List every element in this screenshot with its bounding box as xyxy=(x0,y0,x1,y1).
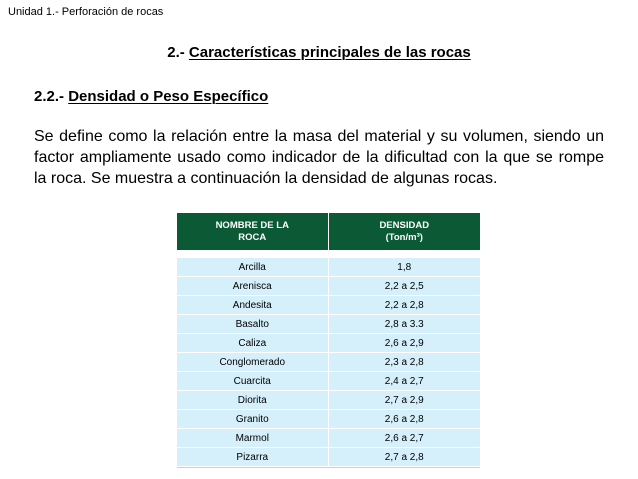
rock-name-cell: Basalto xyxy=(177,314,329,334)
subsection-title-text: Densidad o Peso Específico xyxy=(68,88,269,105)
table-row: Granito 2,6 a 2,8 xyxy=(177,409,480,429)
rock-name-cell: Conglomerado xyxy=(177,352,329,372)
density-table-container: NOMBRE DE LA ROCA DENSIDAD (Ton/m³) Arci… xyxy=(177,213,480,468)
density-cell: 2,6 a 2,8 xyxy=(328,409,480,429)
subsection-number: 2.2.- xyxy=(34,88,69,105)
rock-name-cell: Arcilla xyxy=(177,258,329,277)
section-title: 2.- Características principales de las r… xyxy=(0,44,638,62)
table-spacer-cell xyxy=(177,250,480,258)
density-cell: 2,8 a 3.3 xyxy=(328,314,480,334)
density-table: NOMBRE DE LA ROCA DENSIDAD (Ton/m³) Arci… xyxy=(177,213,480,467)
table-row: Arenisca 2,2 a 2,5 xyxy=(177,276,480,296)
rock-name-cell: Diorita xyxy=(177,390,329,410)
column-header-density-line2: (Ton/m³) xyxy=(385,231,423,243)
rock-name-cell: Andesita xyxy=(177,295,329,315)
rock-name-cell: Marmol xyxy=(177,428,329,448)
subsection-title: 2.2.- Densidad o Peso Específico xyxy=(34,88,268,106)
table-row: Diorita 2,7 a 2,9 xyxy=(177,390,480,410)
table-row: Cuarcita 2,4 a 2,7 xyxy=(177,371,480,391)
table-row: Caliza 2,6 a 2,9 xyxy=(177,333,480,353)
column-header-density: DENSIDAD (Ton/m³) xyxy=(328,213,480,250)
density-cell: 1,8 xyxy=(328,258,480,277)
density-cell: 2,7 a 2,9 xyxy=(328,390,480,410)
table-row: Pizarra 2,7 a 2,8 xyxy=(177,447,480,467)
density-cell: 2,6 a 2,9 xyxy=(328,333,480,353)
density-cell: 2,7 a 2,8 xyxy=(328,447,480,467)
column-header-density-line1: DENSIDAD xyxy=(379,219,430,231)
density-cell: 2,4 a 2,7 xyxy=(328,371,480,391)
body-paragraph: Se define como la relación entre la masa… xyxy=(34,128,604,187)
rock-name-cell: Caliza xyxy=(177,333,329,353)
table-row: Basalto 2,8 a 3.3 xyxy=(177,314,480,334)
rock-name-cell: Arenisca xyxy=(177,276,329,296)
density-cell: 2,3 a 2,8 xyxy=(328,352,480,372)
rock-name-cell: Cuarcita xyxy=(177,371,329,391)
density-cell: 2,2 a 2,5 xyxy=(328,276,480,296)
table-row: Marmol 2,6 a 2,7 xyxy=(177,428,480,448)
table-row: Andesita 2,2 a 2,8 xyxy=(177,295,480,315)
table-row: Conglomerado 2,3 a 2,8 xyxy=(177,352,480,372)
table-body: Arcilla 1,8 Arenisca 2,2 a 2,5 Andesita 2,2 a… xyxy=(177,258,480,467)
density-cell: 2,2 a 2,8 xyxy=(328,295,480,315)
column-header-rock-name: NOMBRE DE LA ROCA xyxy=(177,213,329,250)
rock-name-cell: Pizarra xyxy=(177,447,329,467)
density-cell: 2,6 a 2,7 xyxy=(328,428,480,448)
column-header-rock-name-line1: NOMBRE DE LA xyxy=(215,219,289,231)
section-title-text: Características principales de las rocas xyxy=(188,44,471,61)
table-header-row: NOMBRE DE LA ROCA DENSIDAD (Ton/m³) xyxy=(177,213,480,250)
rock-name-cell: Granito xyxy=(177,409,329,429)
section-number: 2.- xyxy=(167,44,189,61)
column-header-rock-name-line2: ROCA xyxy=(238,231,267,243)
table-row: Arcilla 1,8 xyxy=(177,258,480,277)
table-spacer xyxy=(177,250,480,258)
unit-header: Unidad 1.- Perforación de rocas xyxy=(8,6,164,18)
table-header: NOMBRE DE LA ROCA DENSIDAD (Ton/m³) xyxy=(177,213,480,250)
